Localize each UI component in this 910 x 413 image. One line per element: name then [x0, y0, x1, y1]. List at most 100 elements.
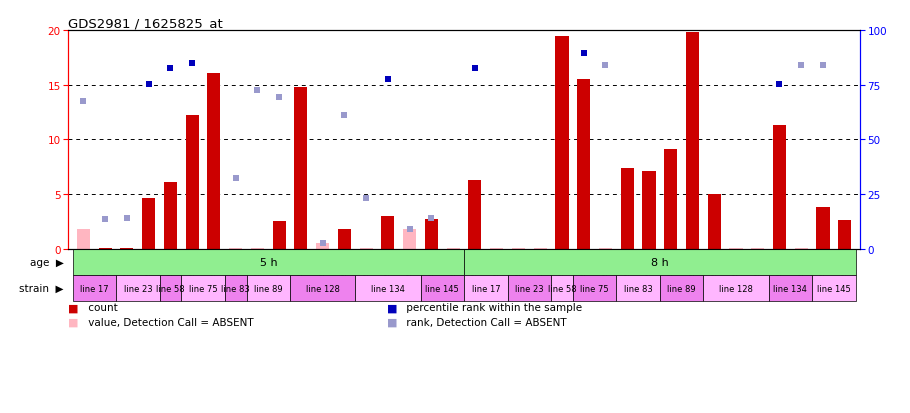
- Bar: [469, 180, 481, 249]
- Point: [402, 226, 417, 233]
- Point: [359, 196, 373, 202]
- Text: line 145: line 145: [426, 284, 460, 293]
- Text: line 23: line 23: [124, 284, 152, 293]
- Text: ■: ■: [68, 303, 79, 313]
- Text: 5 h: 5 h: [259, 257, 278, 267]
- Bar: [247, 275, 290, 301]
- Text: ■: ■: [68, 317, 79, 327]
- Point: [76, 99, 91, 105]
- Text: age  ▶: age ▶: [30, 257, 64, 267]
- Bar: [338, 230, 351, 249]
- Bar: [159, 275, 181, 301]
- Point: [773, 81, 787, 88]
- Bar: [730, 248, 743, 249]
- Bar: [508, 275, 551, 301]
- Bar: [116, 275, 159, 301]
- Bar: [355, 275, 420, 301]
- Bar: [425, 220, 438, 249]
- Bar: [142, 199, 156, 249]
- Bar: [295, 88, 308, 249]
- Text: 8 h: 8 h: [651, 257, 669, 267]
- Bar: [512, 248, 525, 249]
- Point: [468, 66, 482, 72]
- Bar: [420, 275, 464, 301]
- Point: [250, 88, 265, 94]
- Point: [228, 175, 243, 182]
- Bar: [73, 275, 116, 301]
- Text: rank, Detection Call = ABSENT: rank, Detection Call = ABSENT: [403, 317, 567, 327]
- Bar: [794, 248, 808, 249]
- Bar: [773, 126, 786, 249]
- Text: line 58: line 58: [548, 284, 576, 293]
- Bar: [290, 275, 355, 301]
- Point: [272, 94, 287, 101]
- Text: line 134: line 134: [774, 284, 807, 293]
- Text: ■: ■: [387, 303, 398, 313]
- Bar: [77, 230, 90, 249]
- Text: line 23: line 23: [515, 284, 543, 293]
- Bar: [73, 249, 464, 275]
- Bar: [381, 216, 395, 249]
- Point: [120, 215, 135, 222]
- Text: line 128: line 128: [719, 284, 753, 293]
- Bar: [703, 275, 769, 301]
- Point: [163, 66, 177, 72]
- Bar: [769, 275, 812, 301]
- Point: [338, 113, 352, 119]
- Bar: [533, 248, 547, 249]
- Bar: [464, 249, 855, 275]
- Text: count: count: [85, 303, 117, 313]
- Bar: [447, 248, 460, 249]
- Text: line 89: line 89: [254, 284, 283, 293]
- Text: line 58: line 58: [157, 284, 185, 293]
- Bar: [164, 183, 177, 249]
- Bar: [273, 222, 286, 249]
- Text: line 17: line 17: [80, 284, 108, 293]
- Text: line 89: line 89: [667, 284, 696, 293]
- Point: [380, 77, 395, 83]
- Bar: [98, 248, 112, 249]
- Text: line 134: line 134: [371, 284, 405, 293]
- Bar: [225, 275, 247, 301]
- Point: [141, 81, 156, 88]
- Bar: [403, 230, 416, 249]
- Bar: [838, 221, 851, 249]
- Bar: [181, 275, 225, 301]
- Bar: [616, 275, 660, 301]
- Bar: [621, 169, 633, 249]
- Bar: [660, 275, 703, 301]
- Point: [794, 63, 808, 69]
- Bar: [490, 248, 503, 249]
- Bar: [186, 116, 198, 249]
- Text: line 145: line 145: [817, 284, 851, 293]
- Bar: [751, 248, 764, 249]
- Bar: [551, 275, 573, 301]
- Text: GDS2981 / 1625825_at: GDS2981 / 1625825_at: [68, 17, 223, 30]
- Point: [98, 216, 113, 223]
- Bar: [664, 150, 677, 249]
- Text: line 17: line 17: [471, 284, 500, 293]
- Point: [316, 240, 330, 247]
- Point: [598, 63, 612, 69]
- Text: strain  ▶: strain ▶: [19, 283, 64, 293]
- Bar: [120, 248, 134, 249]
- Bar: [816, 208, 830, 249]
- Bar: [229, 248, 242, 249]
- Point: [815, 63, 830, 69]
- Bar: [577, 80, 591, 249]
- Bar: [599, 248, 612, 249]
- Text: percentile rank within the sample: percentile rank within the sample: [403, 303, 582, 313]
- Bar: [642, 172, 655, 249]
- Text: ■: ■: [387, 317, 398, 327]
- Point: [576, 50, 591, 57]
- Text: value, Detection Call = ABSENT: value, Detection Call = ABSENT: [85, 317, 253, 327]
- Text: line 75: line 75: [188, 284, 217, 293]
- Bar: [464, 275, 508, 301]
- Text: line 83: line 83: [221, 284, 250, 293]
- Bar: [251, 248, 264, 249]
- Point: [424, 215, 439, 222]
- Bar: [359, 248, 373, 249]
- Bar: [207, 74, 220, 249]
- Bar: [686, 33, 699, 249]
- Bar: [573, 275, 616, 301]
